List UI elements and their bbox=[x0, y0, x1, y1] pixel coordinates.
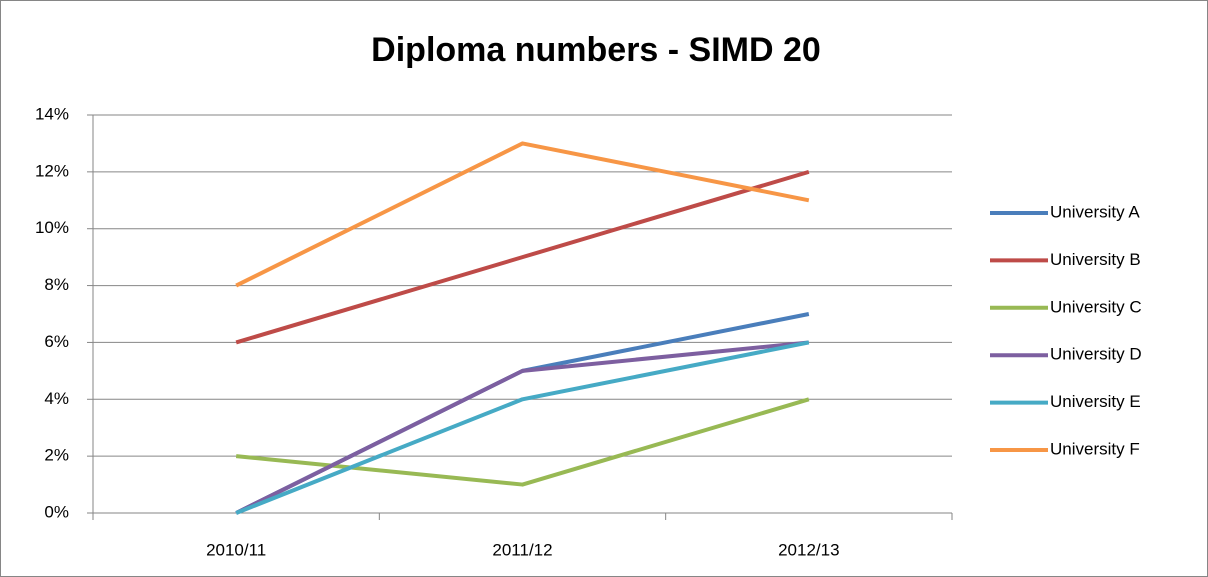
series-line bbox=[235, 340, 810, 515]
legend-label: University E bbox=[1050, 392, 1141, 411]
y-tick-label: 4% bbox=[44, 389, 69, 408]
x-tick-label: 2010/11 bbox=[206, 540, 266, 559]
series-line bbox=[235, 169, 810, 345]
series-line bbox=[235, 141, 810, 288]
legend-label: University F bbox=[1050, 439, 1140, 458]
series-line bbox=[235, 340, 810, 515]
x-tick-label: 2012/13 bbox=[778, 540, 839, 559]
legend-label: University A bbox=[1050, 202, 1140, 221]
legend-label: University B bbox=[1050, 250, 1141, 269]
y-tick-label: 12% bbox=[35, 161, 69, 180]
y-tick-label: 0% bbox=[44, 502, 69, 521]
chart-title: Diploma numbers - SIMD 20 bbox=[371, 31, 821, 69]
y-tick-label: 10% bbox=[35, 218, 69, 237]
y-tick-label: 8% bbox=[44, 275, 69, 294]
y-tick-label: 6% bbox=[44, 332, 69, 351]
y-tick-label: 2% bbox=[44, 446, 69, 465]
legend-label: University C bbox=[1050, 297, 1142, 316]
legend-label: University D bbox=[1050, 345, 1142, 364]
y-tick-label: 14% bbox=[35, 104, 69, 123]
x-tick-label: 2011/12 bbox=[492, 540, 552, 559]
